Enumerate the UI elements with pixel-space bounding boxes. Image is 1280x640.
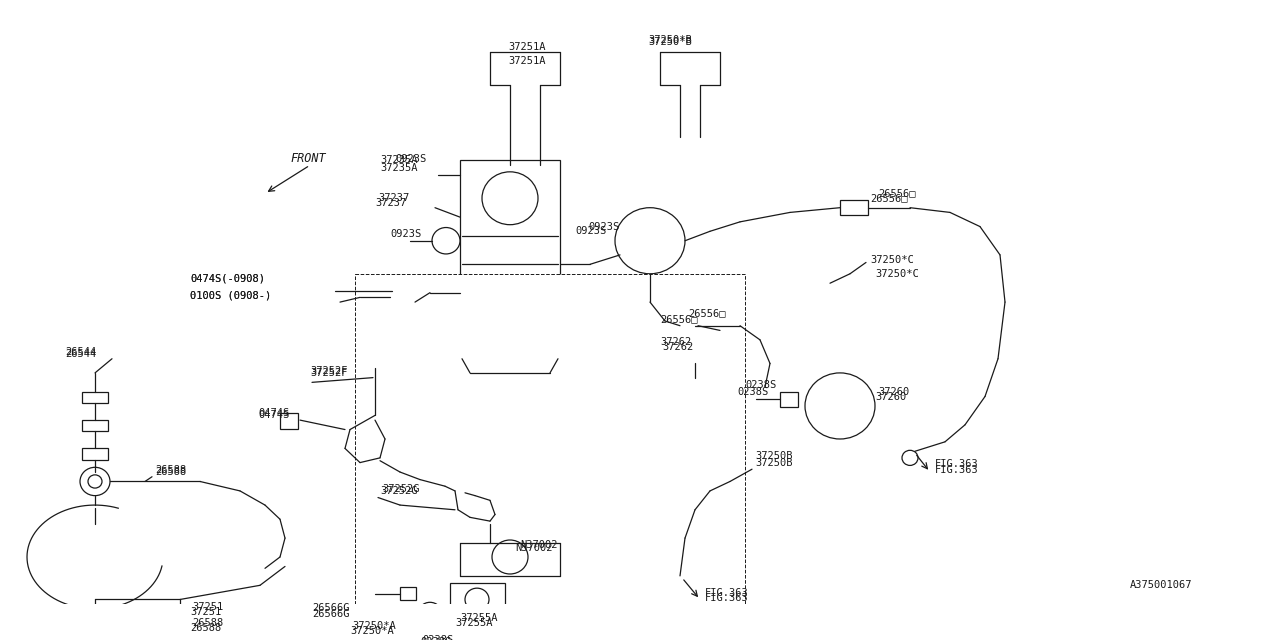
Text: 0238S: 0238S bbox=[745, 380, 776, 390]
Text: 26556□: 26556□ bbox=[870, 193, 908, 204]
Bar bbox=[460, 161, 561, 378]
Text: 26556□: 26556□ bbox=[878, 189, 915, 198]
Text: N37002: N37002 bbox=[515, 543, 553, 552]
Text: 37237: 37237 bbox=[378, 193, 410, 204]
Text: 37252F: 37252F bbox=[310, 366, 347, 376]
Text: 26588: 26588 bbox=[155, 467, 187, 477]
Text: 37251A: 37251A bbox=[508, 42, 545, 52]
Circle shape bbox=[88, 475, 102, 488]
Circle shape bbox=[173, 616, 187, 630]
Text: 37252G: 37252G bbox=[380, 486, 417, 496]
Circle shape bbox=[492, 540, 529, 574]
Text: N37002: N37002 bbox=[520, 540, 558, 550]
Circle shape bbox=[805, 373, 876, 439]
Circle shape bbox=[88, 616, 102, 630]
Bar bbox=[82, 420, 108, 431]
Text: 37237: 37237 bbox=[375, 198, 406, 208]
Text: 0474S: 0474S bbox=[259, 408, 289, 419]
Text: 37252F: 37252F bbox=[310, 368, 347, 378]
Text: 0474S(-0908): 0474S(-0908) bbox=[189, 273, 265, 284]
Text: 37250*B: 37250*B bbox=[648, 38, 691, 47]
Text: 0474S: 0474S bbox=[259, 410, 289, 420]
Text: 37250*B: 37250*B bbox=[648, 35, 691, 45]
Text: 26556□: 26556□ bbox=[660, 314, 698, 324]
Circle shape bbox=[902, 451, 918, 465]
Text: 37235A: 37235A bbox=[380, 156, 417, 166]
Text: FIG.363: FIG.363 bbox=[705, 593, 749, 603]
Text: 0238S: 0238S bbox=[420, 637, 452, 640]
Text: FRONT: FRONT bbox=[291, 152, 325, 165]
Circle shape bbox=[483, 172, 538, 225]
Circle shape bbox=[614, 208, 685, 274]
Text: 0923S: 0923S bbox=[390, 229, 421, 239]
Text: 26556□: 26556□ bbox=[689, 308, 726, 319]
Text: 37260: 37260 bbox=[876, 392, 906, 401]
Text: 0100S (0908-): 0100S (0908-) bbox=[189, 291, 271, 301]
Bar bbox=[680, 378, 710, 395]
Text: 26544: 26544 bbox=[65, 349, 96, 359]
Text: 26588: 26588 bbox=[192, 618, 223, 628]
Bar bbox=[390, 288, 415, 307]
Circle shape bbox=[465, 588, 489, 611]
Text: 37262: 37262 bbox=[662, 342, 694, 353]
Bar bbox=[430, 621, 445, 634]
Text: 37255A: 37255A bbox=[460, 613, 498, 623]
Circle shape bbox=[79, 467, 110, 495]
Bar bbox=[82, 392, 108, 403]
Text: 37250*C: 37250*C bbox=[876, 269, 919, 279]
Text: 37252G: 37252G bbox=[381, 484, 420, 494]
Text: 26588: 26588 bbox=[189, 623, 221, 633]
Text: 37250*A: 37250*A bbox=[352, 621, 396, 631]
Circle shape bbox=[433, 227, 460, 254]
Bar bbox=[780, 392, 797, 407]
Bar bbox=[355, 274, 745, 640]
Text: FIG.363: FIG.363 bbox=[934, 460, 979, 470]
Circle shape bbox=[166, 610, 195, 636]
Bar bbox=[451, 584, 506, 616]
Text: 37250*C: 37250*C bbox=[870, 255, 914, 264]
Text: 0923S: 0923S bbox=[588, 221, 620, 232]
Text: 37251: 37251 bbox=[189, 607, 221, 617]
Text: 26566G: 26566G bbox=[312, 609, 349, 619]
Text: 0100S (0908-): 0100S (0908-) bbox=[189, 291, 271, 301]
Text: 37262: 37262 bbox=[660, 337, 691, 347]
Text: 0238S: 0238S bbox=[422, 635, 453, 640]
Text: 37250B: 37250B bbox=[755, 458, 792, 468]
Text: FIG.363: FIG.363 bbox=[934, 465, 979, 475]
Text: 37251: 37251 bbox=[192, 602, 223, 612]
Text: 26566G: 26566G bbox=[312, 603, 349, 613]
Text: 0474S(-0908): 0474S(-0908) bbox=[189, 273, 265, 284]
Bar bbox=[840, 200, 868, 215]
Text: 0238S: 0238S bbox=[737, 387, 768, 397]
Text: A375001067: A375001067 bbox=[1130, 580, 1193, 590]
Bar bbox=[82, 449, 108, 460]
Text: 37255A: 37255A bbox=[454, 618, 493, 628]
Circle shape bbox=[81, 610, 109, 636]
Circle shape bbox=[419, 602, 442, 625]
Text: 26544: 26544 bbox=[65, 347, 96, 357]
Text: 0923S: 0923S bbox=[575, 227, 607, 236]
Bar bbox=[680, 318, 698, 333]
Bar bbox=[399, 588, 416, 600]
Text: 0923S: 0923S bbox=[396, 154, 426, 164]
Text: 37235A: 37235A bbox=[380, 163, 417, 173]
Circle shape bbox=[818, 385, 861, 427]
Text: FIG.363: FIG.363 bbox=[705, 588, 749, 598]
Text: 26588: 26588 bbox=[155, 465, 187, 475]
Text: 37250B: 37250B bbox=[755, 451, 792, 461]
Text: 37260: 37260 bbox=[878, 387, 909, 397]
Circle shape bbox=[685, 344, 705, 364]
Text: 37250*A: 37250*A bbox=[349, 626, 394, 636]
Bar bbox=[280, 413, 298, 429]
Text: 37251A: 37251A bbox=[508, 56, 545, 67]
